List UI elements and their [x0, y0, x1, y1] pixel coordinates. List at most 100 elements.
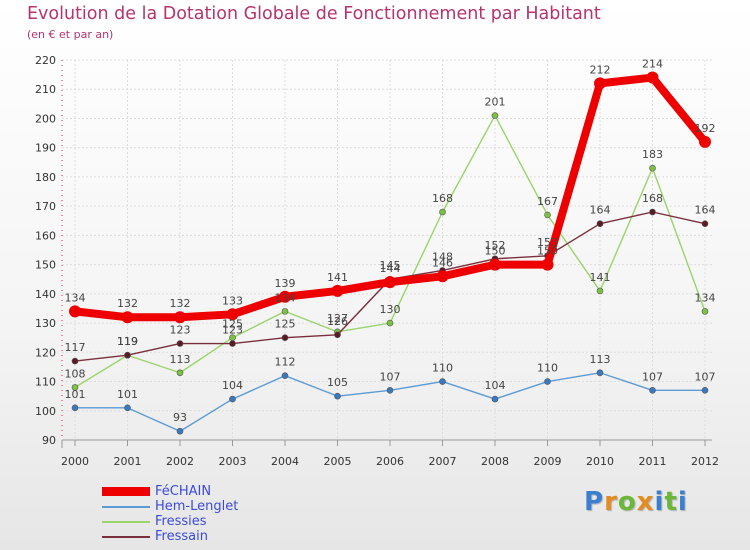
data-point	[71, 384, 79, 391]
data-label: 145	[380, 259, 401, 272]
data-label: 123	[222, 324, 243, 337]
data-point	[386, 387, 394, 394]
data-label: 130	[380, 303, 401, 316]
x-tick-label: 2011	[639, 455, 667, 468]
data-label: 132	[170, 297, 191, 310]
data-label: 127	[327, 312, 348, 325]
data-point	[646, 71, 659, 84]
data-point	[649, 387, 656, 394]
legend-label: Fressies	[155, 514, 207, 529]
y-tick-label: 140	[35, 288, 56, 301]
data-label: 201	[485, 96, 506, 109]
x-tick-label: 2002	[166, 455, 194, 468]
x-tick-label: 2010	[586, 455, 614, 468]
data-label: 183	[642, 148, 663, 161]
data-point	[701, 220, 709, 227]
data-point	[71, 357, 79, 365]
data-point	[439, 378, 446, 385]
y-tick-label: 110	[35, 376, 56, 389]
data-point	[439, 208, 446, 216]
y-tick-label: 90	[42, 434, 56, 447]
chart-title: Evolution de la Dotation Globale de Fonc…	[27, 4, 601, 24]
data-point	[229, 340, 236, 347]
line-chart: 90 100 110 120 130 140 150 160 170 180 190 200 210 22…	[35, 54, 719, 468]
data-label: 141	[327, 271, 348, 284]
legend-swatch	[102, 536, 150, 538]
data-label: 168	[642, 192, 663, 205]
data-point	[281, 334, 289, 341]
data-label: 125	[275, 318, 296, 331]
data-label: 192	[695, 122, 716, 135]
data-point	[334, 331, 341, 339]
data-label: 150	[485, 245, 506, 258]
data-label: 101	[117, 388, 138, 401]
y-tick-label: 210	[35, 83, 56, 96]
y-tick-label: 150	[35, 259, 56, 272]
data-label: 125	[222, 318, 243, 331]
data-point	[491, 112, 499, 119]
x-tick-label: 2009	[534, 455, 562, 468]
legend-label: Hem-Lenglet	[155, 499, 239, 514]
data-label: 123	[170, 324, 191, 337]
data-label: 93	[173, 411, 187, 424]
data-point	[489, 258, 501, 271]
data-point	[121, 311, 134, 324]
data-label: 134	[275, 291, 296, 304]
x-tick-label: 2001	[114, 455, 142, 468]
data-point	[649, 164, 656, 172]
data-label: 146	[432, 256, 453, 269]
data-label: 110	[537, 362, 558, 375]
data-point	[491, 395, 499, 403]
data-label: 132	[117, 297, 138, 310]
data-label: 134	[65, 291, 86, 304]
data-point	[596, 287, 604, 295]
y-tick-label: 100	[35, 405, 56, 418]
data-label: 133	[222, 294, 243, 307]
data-point	[229, 395, 236, 403]
data-point	[174, 311, 186, 324]
data-point	[281, 372, 289, 379]
legend-label: FéCHAIN	[155, 484, 212, 499]
proxiti-logo: Proxiti	[584, 487, 688, 517]
data-label: 113	[590, 353, 611, 366]
data-label: 126	[327, 315, 348, 328]
data-point	[124, 351, 131, 359]
y-tick-label: 130	[35, 317, 56, 330]
data-point	[71, 404, 79, 412]
data-point	[541, 258, 554, 271]
data-point	[701, 387, 709, 394]
data-point	[281, 308, 289, 315]
data-label: 104	[485, 379, 506, 392]
x-tick-label: 2006	[376, 455, 404, 468]
data-label: 107	[642, 370, 663, 383]
data-label: 117	[65, 341, 86, 354]
data-point	[544, 211, 551, 219]
y-tick-label: 170	[35, 200, 56, 213]
x-tick-label: 2003	[219, 455, 247, 468]
data-label: 113	[170, 353, 191, 366]
data-label: 164	[590, 204, 611, 217]
data-label: 101	[65, 388, 86, 401]
x-tick-label: 2008	[481, 455, 509, 468]
data-label: 105	[327, 376, 348, 389]
axes: 90 100 110 120 130 140 150 160 170 180 190 200 210 22…	[35, 54, 719, 468]
data-label: 150	[537, 245, 558, 258]
data-point	[69, 305, 81, 318]
data-label: 164	[695, 204, 716, 217]
data-point	[594, 77, 606, 90]
legend-label: Fressain	[155, 529, 208, 544]
data-point	[596, 369, 604, 377]
data-label: 167	[537, 195, 558, 208]
data-point	[384, 276, 396, 289]
data-point	[331, 284, 344, 297]
data-point	[701, 308, 709, 315]
data-point	[596, 220, 604, 227]
x-tick-label: 2012	[691, 455, 719, 468]
data-labels: 101 101 93 104 112 105 107 110 104 110 113 107 107 10…	[65, 58, 716, 425]
data-point	[176, 427, 184, 435]
data-label: 139	[275, 277, 296, 290]
data-label: 108	[65, 367, 86, 380]
data-label: 153	[537, 236, 558, 249]
data-label: 119	[117, 335, 138, 348]
data-label: 212	[590, 63, 611, 76]
